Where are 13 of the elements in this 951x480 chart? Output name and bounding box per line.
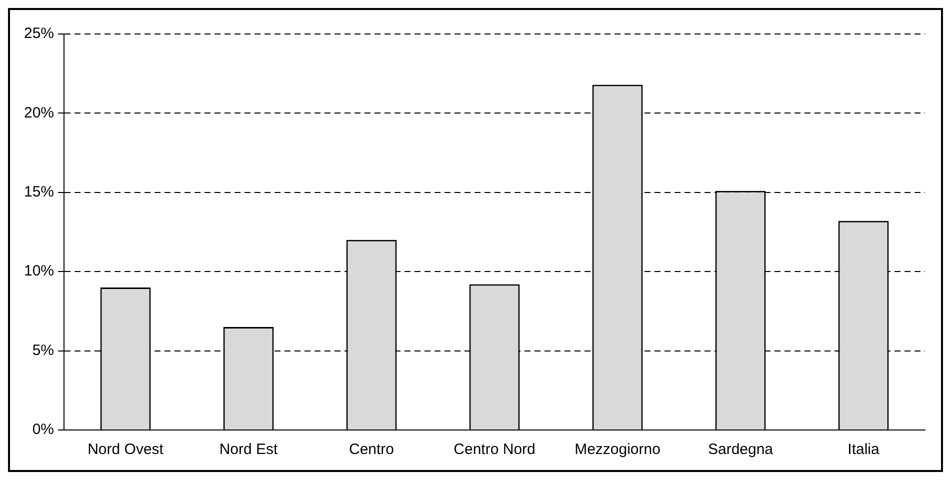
x-tick-label: Nord Est	[219, 441, 279, 458]
y-tick-label: 10%	[24, 262, 54, 280]
x-tick-label: Sardegna	[708, 441, 774, 458]
y-tick-label: 20%	[24, 104, 54, 122]
x-tick-label: Centro Nord	[454, 441, 536, 458]
y-tick-label: 5%	[32, 342, 54, 359]
y-tick-label: 15%	[24, 184, 54, 201]
x-tick-label: Italia	[848, 441, 880, 458]
x-tick-label: Centro	[349, 441, 394, 458]
y-tick-label: 25%	[24, 25, 54, 42]
y-tick-label: 0%	[32, 421, 54, 438]
x-tick-label: Nord Ovest	[88, 441, 164, 458]
x-tick-label: Mezzogiorno	[574, 441, 660, 458]
